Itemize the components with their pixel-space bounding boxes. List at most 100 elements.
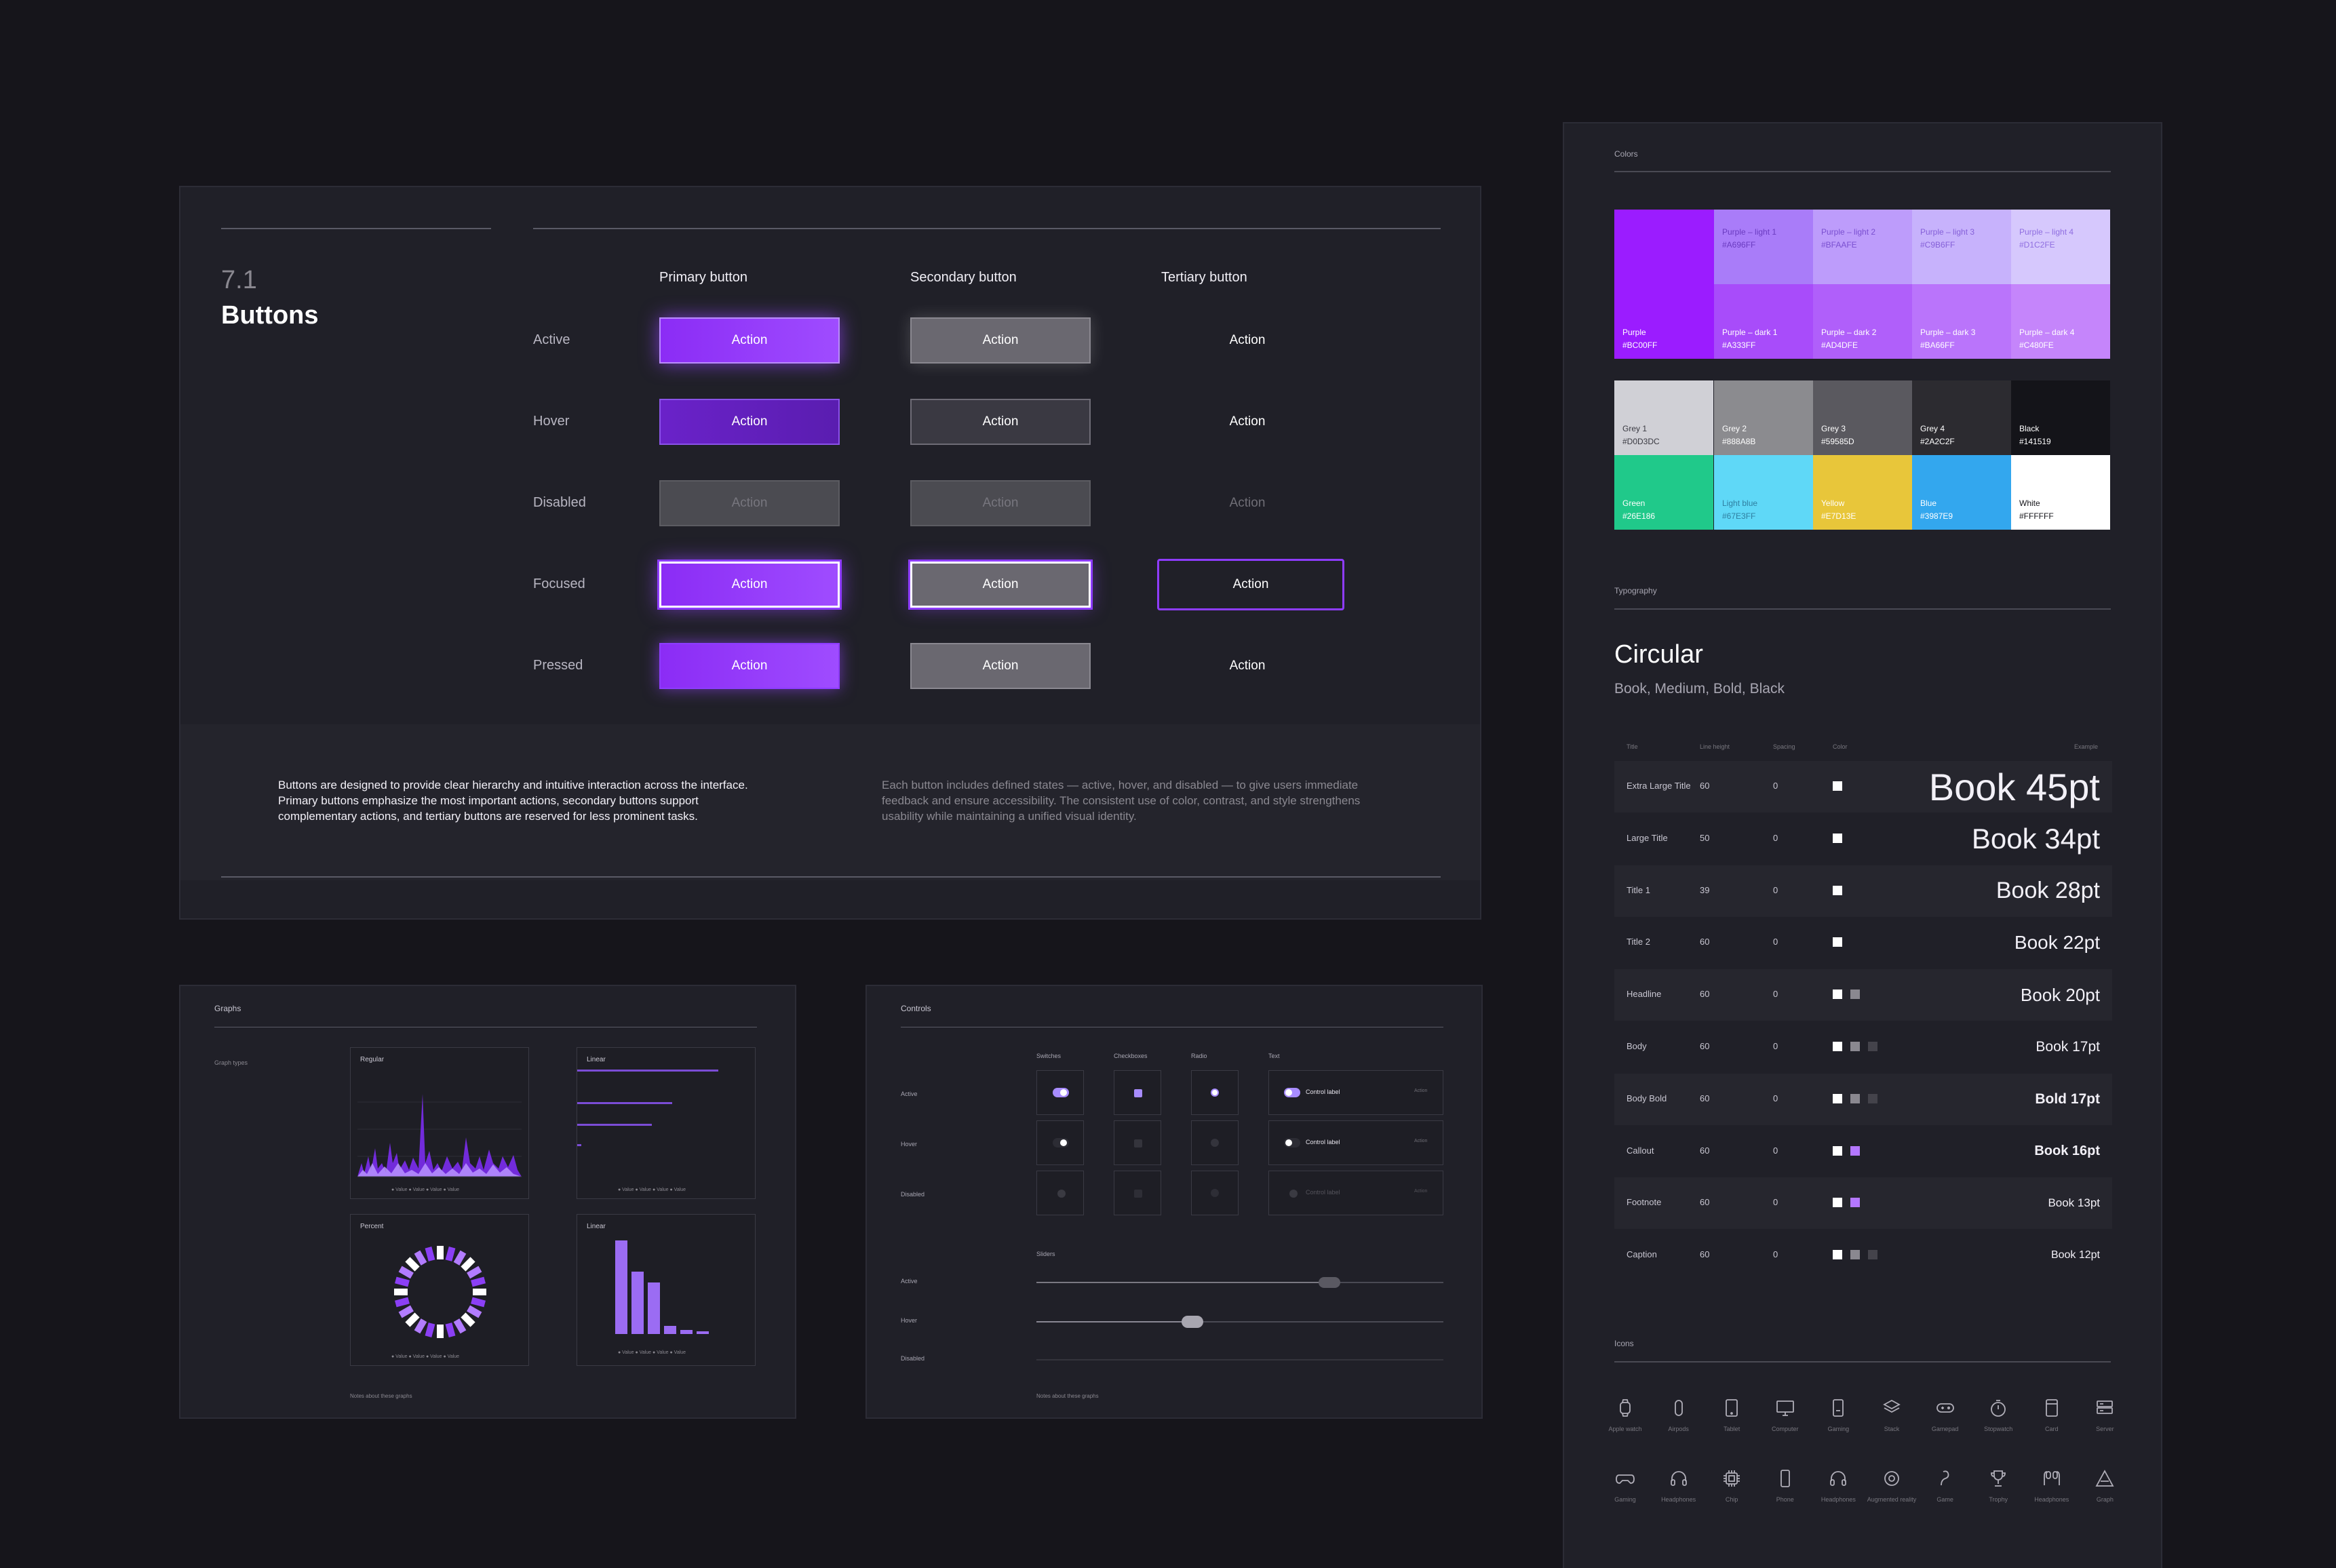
swatch-hex: #BA66FF (1920, 340, 1955, 350)
color-chip (1868, 1042, 1877, 1051)
graph-card-title: Percent (360, 1223, 384, 1230)
description-band (180, 724, 1480, 880)
spike-chart (357, 1094, 522, 1177)
switch-active[interactable] (1036, 1070, 1084, 1115)
swatch-purple-light-2: Purple – light 2 #BFAAFE (1813, 210, 1912, 284)
type-title: Caption (1627, 1249, 1657, 1260)
col-switches: Switches (1036, 1053, 1062, 1059)
swatch-name: Grey 1 (1622, 424, 1648, 433)
ring-segment (405, 1312, 420, 1327)
slider-active-fill (1036, 1282, 1329, 1283)
type-spacing: 0 (1773, 1145, 1778, 1156)
swatch-hex: #BC00FF (1622, 340, 1658, 350)
tablet-icon: Tablet (1711, 1397, 1752, 1432)
gamepad-icon: Gamepad (1925, 1397, 1966, 1432)
card-icon: Card (2031, 1397, 2072, 1432)
type-line-height: 60 (1700, 781, 1710, 791)
swatch-hex: #A333FF (1722, 340, 1756, 350)
checkbox-hover[interactable] (1114, 1120, 1161, 1165)
tertiary-active-button[interactable]: Action (1229, 333, 1266, 347)
control-label: Control label (1306, 1139, 1340, 1145)
switch-knob (1060, 1089, 1067, 1096)
text-control-hover[interactable]: Control label Action (1268, 1120, 1443, 1165)
radio-hover[interactable] (1191, 1120, 1239, 1165)
radio-dot (1211, 1139, 1219, 1147)
secondary-active-button[interactable]: Action (910, 317, 1091, 364)
primary-active-button[interactable]: Action (659, 317, 840, 364)
bar (697, 1331, 709, 1334)
slider-active-handle[interactable] (1319, 1277, 1340, 1288)
headphones-icon: Headphones (1818, 1468, 1858, 1503)
linear-bar (577, 1070, 718, 1072)
type-row: Title 1 39 0 Book 28pt (1614, 865, 2112, 917)
swatch-purple-light-1: Purple – light 1 #A696FF (1714, 210, 1813, 284)
type-spacing: 0 (1773, 937, 1778, 947)
ring-segment (395, 1297, 410, 1308)
swatch-hex: #C480FE (2019, 340, 2054, 350)
swatch-hex: #141519 (2019, 437, 2051, 446)
secondary-pressed-button[interactable]: Action (910, 643, 1091, 689)
icon-label: Game (1936, 1496, 1953, 1503)
primary-pressed-button[interactable]: Action (659, 643, 840, 689)
primary-hover-button[interactable]: Action (659, 399, 840, 445)
tertiary-hover-button[interactable]: Action (1229, 414, 1266, 429)
swatch-hex: #C9B6FF (1920, 240, 1955, 250)
swatch-name: Purple – light 4 (2019, 227, 2074, 237)
primary-focused-button[interactable]: Action (657, 560, 842, 610)
headphones-glyph (1830, 1471, 1847, 1486)
colors-title: Colors (1614, 149, 1638, 159)
bar (680, 1330, 693, 1334)
airpods-glyph (1674, 1400, 1683, 1416)
swatch-hex: #BFAAFE (1821, 240, 1857, 250)
swatch-name: Purple – light 2 (1821, 227, 1876, 237)
swatch-hex: #FFFFFF (2019, 511, 2054, 521)
graph-types-label: Graph types (214, 1059, 248, 1066)
switch-hover[interactable] (1036, 1120, 1084, 1165)
graph-card-percent: Percent ● Value ● Value ● Value ● Value (350, 1214, 529, 1366)
secondary-hover-button[interactable]: Action (910, 399, 1091, 445)
swatch-purple-dark-2: Purple – dark 2 #AD4DFE (1813, 284, 1912, 359)
type-spacing: 0 (1773, 1041, 1778, 1051)
type-spacing: 0 (1773, 781, 1778, 791)
gamepad-glyph (1936, 1403, 1954, 1413)
type-example: Book 45pt (1928, 765, 2100, 808)
checkbox-active[interactable] (1114, 1070, 1161, 1115)
secondary-focused-button[interactable]: Action (908, 560, 1093, 610)
swatch-name: Purple – dark 3 (1920, 328, 1976, 337)
graphs-notes: Notes about these graphs (350, 1393, 412, 1399)
tertiary-focused-button[interactable]: Action (1157, 559, 1344, 610)
ring-segment (395, 1276, 410, 1287)
ring-segment (414, 1318, 427, 1334)
type-title: Title 1 (1627, 884, 1650, 895)
graph-card-title: Regular (360, 1056, 385, 1063)
divider (221, 228, 491, 229)
slider-hover-track[interactable] (1036, 1316, 1443, 1328)
text-control-active[interactable]: Control label Action (1268, 1070, 1443, 1115)
icon-label: Graph (2096, 1496, 2114, 1503)
radio-active[interactable] (1191, 1070, 1239, 1115)
color-chip (1833, 1042, 1842, 1051)
type-spacing: 0 (1773, 1093, 1778, 1103)
row-hover: Hover (901, 1141, 918, 1148)
slider-active-track[interactable] (1036, 1277, 1443, 1288)
type-row: Extra Large Title 60 0 Book 45pt (1614, 761, 2112, 812)
controls-panel: Controls Switches Checkboxes Radio Text … (865, 985, 1483, 1419)
swatch-name: Light blue (1722, 498, 1758, 508)
headphones-icon: Headphones (1658, 1468, 1699, 1503)
state-hover: Hover (533, 414, 570, 429)
tertiary-pressed-button[interactable]: Action (1229, 659, 1266, 673)
slider-hover-handle[interactable] (1182, 1316, 1203, 1328)
type-spacing: 0 (1773, 884, 1778, 895)
computer-icon: Computer (1765, 1397, 1806, 1432)
type-spacing: 0 (1773, 1197, 1778, 1208)
color-chip (1850, 989, 1860, 1000)
text-control-disabled: Control label Action (1268, 1171, 1443, 1215)
color-chip (1850, 1093, 1860, 1103)
swatch-purple-dark-1: Purple – dark 1 #A333FF (1714, 284, 1813, 359)
swatch-hex: #3987E9 (1920, 511, 1953, 521)
phone-icon: Phone (1765, 1468, 1806, 1503)
watch-glyph (1620, 1399, 1631, 1417)
type-line-height: 60 (1700, 937, 1710, 947)
swatch-purple-light-4: Purple – light 4 #D1C2FE (2011, 210, 2110, 284)
linear-bar (577, 1124, 652, 1126)
